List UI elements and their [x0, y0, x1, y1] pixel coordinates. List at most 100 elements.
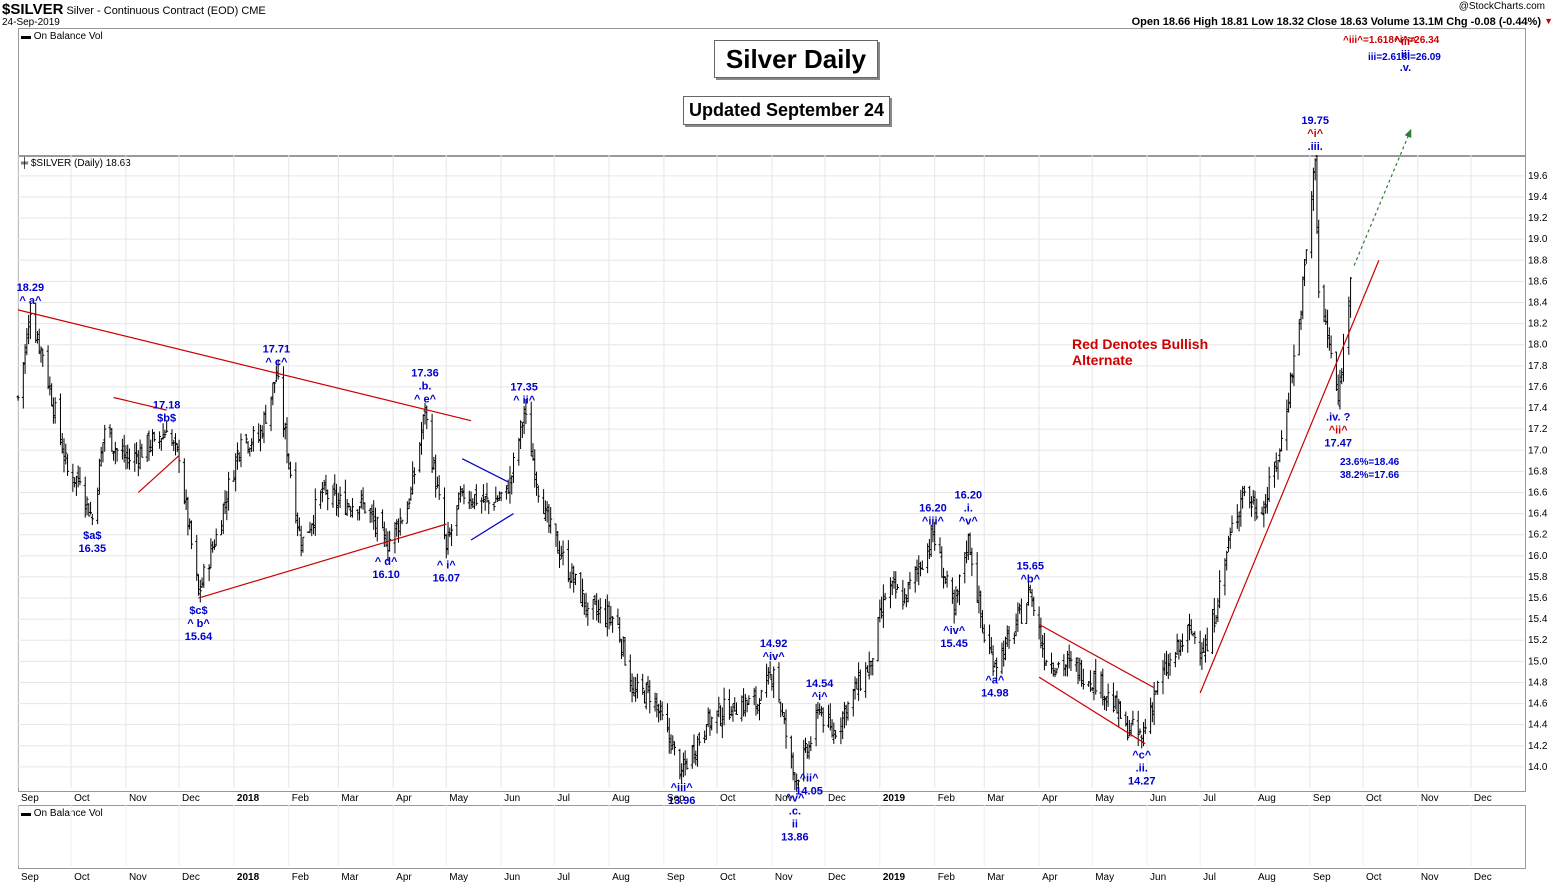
ohlc-bar: [1150, 702, 1154, 723]
wave-label: ^ d^: [375, 556, 398, 568]
ohlc-bar: [919, 561, 923, 577]
ohlc-bar: [618, 616, 622, 643]
y-tick-label: 15.8: [1528, 572, 1548, 583]
ohlc-bar: [257, 423, 261, 443]
ohlc-bar: [437, 475, 441, 501]
ohlc-bar: [791, 752, 795, 781]
ohlc-bar: [1044, 659, 1048, 666]
ohlc-bar: [1092, 670, 1096, 701]
y-tick-label: 16.2: [1528, 530, 1548, 541]
ohlc-bar: [1223, 558, 1227, 596]
ohlc-bar: [876, 616, 880, 662]
ohlc-bar: [37, 328, 41, 355]
ohlc-bar: [830, 719, 834, 738]
ohlc-bar: [1276, 459, 1280, 480]
y-tick-label: 15.2: [1528, 635, 1548, 646]
target-blue-label: iii=2.618i=26.09: [1368, 52, 1441, 63]
ohlc-bar: [58, 393, 62, 446]
ohlc-bar: [184, 489, 188, 510]
wave-label: 18.29: [17, 282, 45, 294]
ohlc-bar: [931, 521, 935, 543]
ohlc-bar: [66, 454, 70, 476]
ohlc-bar: [1230, 515, 1234, 533]
ohlc-bar: [703, 730, 707, 744]
ohlc-bar: [412, 467, 416, 485]
ohlc-bar: [869, 660, 873, 676]
ohlc-bar: [1126, 716, 1130, 741]
wave-label: 16.20: [919, 503, 947, 515]
ohlc-bar: [1188, 613, 1192, 641]
ohlc-bar: [770, 674, 774, 691]
x-tick-label: Aug: [1258, 872, 1276, 883]
ohlc-bar: [1168, 652, 1172, 676]
ohlc-bar: [1315, 155, 1319, 234]
wave-label: ^i^: [812, 691, 828, 703]
ohlc-bar: [209, 538, 213, 569]
ohlc-bar: [370, 504, 374, 523]
ohlc-bar: [804, 737, 808, 753]
ohlc-bar: [782, 712, 786, 725]
ohlc-bar: [1041, 634, 1045, 658]
ohlc-bar: [685, 758, 689, 770]
ohlc-bar: [1030, 589, 1034, 607]
ohlc-bar: [920, 560, 924, 570]
ohlc-bar: [51, 397, 55, 424]
ohlc-bar: [963, 552, 967, 584]
ohlc-bar: [301, 536, 305, 553]
ohlc-bar: [510, 475, 514, 495]
price-panel-label-text: $SILVER (Daily) 18.63: [30, 158, 131, 169]
ohlc-bar: [768, 661, 772, 679]
ohlc-bar: [450, 524, 454, 547]
wave-label: 17.47: [1324, 438, 1352, 450]
ohlc-bar: [673, 741, 677, 756]
ohlc-bar: [784, 709, 788, 749]
wave-label: ^iv^: [763, 651, 786, 663]
ohlc-bar: [609, 605, 613, 626]
ohlc-bar: [556, 531, 560, 554]
wave-label: $c$: [189, 605, 207, 617]
ohlc-bar: [529, 401, 533, 457]
ohlc-bar: [1053, 667, 1057, 678]
ohlc-bar: [260, 425, 264, 439]
ohlc-bar: [430, 413, 434, 473]
ohlc-bar: [398, 508, 402, 536]
ohlc-bar: [195, 534, 199, 581]
ohlc-bar: [841, 711, 845, 740]
ohlc-bar: [177, 439, 181, 474]
ohlc-bar: [619, 639, 623, 660]
ohlc-bar: [805, 744, 809, 759]
ohlc-bar: [409, 486, 413, 501]
ohlc-bar: [363, 502, 367, 514]
wave-label: ^v^: [785, 793, 805, 805]
trend-line: [1038, 676, 1146, 745]
ohlc-bar: [968, 532, 972, 556]
y-tick-label: 15.0: [1528, 656, 1548, 667]
ohlc-bar: [276, 360, 280, 380]
wave-label: 17.35: [510, 381, 538, 393]
ohlc-bar: [1253, 490, 1257, 522]
trend-line: [113, 396, 167, 411]
ohlc-bar: [225, 491, 229, 521]
bottom-panel-label-text: On Balance Vol: [33, 808, 103, 819]
ohlc-bar: [756, 703, 760, 715]
ohlc-bar: [1049, 652, 1053, 674]
ohlc-bar: [1310, 191, 1314, 259]
ohlc-bar: [1239, 489, 1243, 527]
ohlc-bar: [933, 521, 937, 551]
ohlc-bar: [906, 582, 910, 603]
ohlc-bar: [359, 490, 363, 509]
wave-label: ^a^: [985, 674, 1005, 686]
ohlc-bar: [834, 730, 838, 739]
y-tick-label: 17.0: [1528, 445, 1548, 456]
ohlc-bar: [535, 471, 539, 496]
ohlc-bar: [122, 434, 126, 463]
ohlc-bar: [903, 588, 907, 604]
ohlc-bar: [35, 330, 39, 344]
ohlc-bar: [34, 302, 38, 343]
ohlc-bar: [322, 479, 326, 491]
ohlc-bar: [27, 314, 31, 345]
ohlc-bar: [717, 696, 721, 718]
ohlc-bar: [1143, 718, 1147, 735]
ohlc-bar: [731, 703, 735, 722]
wave-label: 16.07: [432, 572, 460, 584]
